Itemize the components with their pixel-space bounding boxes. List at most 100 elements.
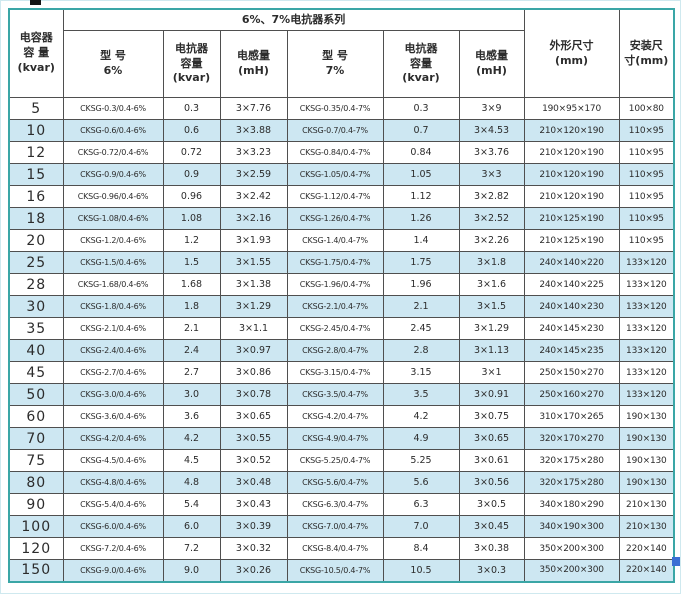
cell-inductance-7: 3×0.61	[458, 449, 525, 472]
table-row: 25 CKSG-1.5/0.4-6% 1.5 3×1.55 CKSG-1.75/0.4-…	[8, 251, 675, 274]
table-row: 45 CKSG-2.7/0.4-6% 2.7 3×0.86 CKSG-3.15/0.4-…	[8, 361, 675, 384]
cell-model-6: CKSG-1.2/0.4-6%	[62, 229, 164, 252]
cell-installation: 110×95	[618, 119, 675, 142]
cell-inductance-7: 3×4.53	[458, 119, 525, 142]
cell-model-6: CKSG-4.2/0.4-6%	[62, 427, 164, 450]
cell-model-7: CKSG-4.9/0.4-7%	[286, 427, 384, 450]
cell-installation: 190×130	[618, 405, 675, 428]
table-row: 40 CKSG-2.4/0.4-6% 2.4 3×0.97 CKSG-2.8/0.4-7…	[8, 339, 675, 362]
cell-capacity: 45	[8, 361, 64, 384]
cell-installation: 110×95	[618, 185, 675, 208]
cell-installation: 133×120	[618, 295, 675, 318]
cell-capacity: 70	[8, 427, 64, 450]
cell-reactor-kvar-7: 10.5	[382, 559, 460, 582]
cell-reactor-kvar-6: 2.7	[162, 361, 221, 384]
table-row: 100 CKSG-6.0/0.4-6% 6.0 3×0.39 CKSG-7.0/0.4-…	[8, 515, 675, 538]
cell-installation: 190×130	[618, 471, 675, 494]
header-dimensions: 外形尺寸 (mm)	[523, 8, 620, 98]
cell-reactor-kvar-7: 1.05	[382, 163, 460, 186]
cell-reactor-kvar-6: 0.72	[162, 141, 221, 164]
cell-capacity: 35	[8, 317, 64, 340]
table-row: 80 CKSG-4.8/0.4-6% 4.8 3×0.48 CKSG-5.6/0.4-7…	[8, 471, 675, 494]
cell-model-7: CKSG-0.35/0.4-7%	[286, 97, 384, 120]
cell-reactor-kvar-6: 1.5	[162, 251, 221, 274]
cell-model-7: CKSG-5.6/0.4-7%	[286, 471, 384, 494]
cell-model-7: CKSG-6.3/0.4-7%	[286, 493, 384, 516]
table-row: 70 CKSG-4.2/0.4-6% 4.2 3×0.55 CKSG-4.9/0.4-7…	[8, 427, 675, 450]
header-reactor-capacity-6: 电抗器 容量 (kvar)	[162, 30, 221, 98]
cell-model-6: CKSG-3.0/0.4-6%	[62, 383, 164, 406]
cell-capacity: 16	[8, 185, 64, 208]
cell-dimensions: 210×120×190	[523, 185, 620, 208]
cell-dimensions: 240×140×225	[523, 273, 620, 296]
cell-inductance-6: 3×0.26	[219, 559, 288, 582]
cell-inductance-7: 3×1.8	[458, 251, 525, 274]
cell-inductance-6: 3×0.65	[219, 405, 288, 428]
header-model-6: 型 号 6%	[62, 30, 164, 98]
cell-reactor-kvar-7: 7.0	[382, 515, 460, 538]
cell-model-7: CKSG-2.1/0.4-7%	[286, 295, 384, 318]
cell-capacity: 120	[8, 537, 64, 560]
cell-inductance-7: 3×0.91	[458, 383, 525, 406]
cell-inductance-6: 3×0.32	[219, 537, 288, 560]
cell-model-6: CKSG-7.2/0.4-6%	[62, 537, 164, 560]
cell-installation: 100×80	[618, 97, 675, 120]
cell-model-7: CKSG-0.84/0.4-7%	[286, 141, 384, 164]
cell-model-7: CKSG-1.12/0.4-7%	[286, 185, 384, 208]
table-body: 5 CKSG-0.3/0.4-6% 0.3 3×7.76 CKSG-0.35/0.4-7…	[8, 97, 675, 582]
cell-model-6: CKSG-2.7/0.4-6%	[62, 361, 164, 384]
cell-dimensions: 210×120×190	[523, 119, 620, 142]
cell-model-6: CKSG-2.4/0.4-6%	[62, 339, 164, 362]
table-row: 50 CKSG-3.0/0.4-6% 3.0 3×0.78 CKSG-3.5/0.4-7…	[8, 383, 675, 406]
cell-inductance-6: 3×1.55	[219, 251, 288, 274]
cell-inductance-7: 3×3	[458, 163, 525, 186]
cell-inductance-6: 3×0.48	[219, 471, 288, 494]
cell-model-6: CKSG-3.6/0.4-6%	[62, 405, 164, 428]
header-capacity: 电容器 容 量 (kvar)	[8, 8, 64, 98]
cell-capacity: 15	[8, 163, 64, 186]
cell-reactor-kvar-7: 1.26	[382, 207, 460, 230]
cell-inductance-6: 3×0.55	[219, 427, 288, 450]
table-row: 60 CKSG-3.6/0.4-6% 3.6 3×0.65 CKSG-4.2/0.4-7…	[8, 405, 675, 428]
cell-installation: 133×120	[618, 273, 675, 296]
table-row: 30 CKSG-1.8/0.4-6% 1.8 3×1.29 CKSG-2.1/0.4-7…	[8, 295, 675, 318]
cell-reactor-kvar-6: 7.2	[162, 537, 221, 560]
cell-model-6: CKSG-6.0/0.4-6%	[62, 515, 164, 538]
cell-model-7: CKSG-1.96/0.4-7%	[286, 273, 384, 296]
cell-installation: 110×95	[618, 207, 675, 230]
cell-inductance-7: 3×2.52	[458, 207, 525, 230]
cell-dimensions: 240×145×230	[523, 317, 620, 340]
table-row: 10 CKSG-0.6/0.4-6% 0.6 3×3.88 CKSG-0.7/0.4-7…	[8, 119, 675, 142]
cell-reactor-kvar-6: 0.6	[162, 119, 221, 142]
table-row: 12 CKSG-0.72/0.4-6% 0.72 3×3.23 CKSG-0.84/0.…	[8, 141, 675, 164]
cell-dimensions: 340×190×300	[523, 515, 620, 538]
cell-reactor-kvar-6: 3.0	[162, 383, 221, 406]
table-row: 35 CKSG-2.1/0.4-6% 2.1 3×1.1 CKSG-2.45/0.4-7…	[8, 317, 675, 340]
cell-model-6: CKSG-4.5/0.4-6%	[62, 449, 164, 472]
cell-capacity: 100	[8, 515, 64, 538]
top-left-artifact-mark	[30, 0, 41, 5]
cell-inductance-6: 3×2.16	[219, 207, 288, 230]
cell-reactor-kvar-7: 1.75	[382, 251, 460, 274]
cell-reactor-kvar-7: 2.45	[382, 317, 460, 340]
table-row: 75 CKSG-4.5/0.4-6% 4.5 3×0.52 CKSG-5.25/0.4-…	[8, 449, 675, 472]
cell-installation: 220×140	[618, 559, 675, 582]
cell-inductance-6: 3×0.52	[219, 449, 288, 472]
cell-model-7: CKSG-7.0/0.4-7%	[286, 515, 384, 538]
cell-capacity: 18	[8, 207, 64, 230]
cell-model-7: CKSG-5.25/0.4-7%	[286, 449, 384, 472]
cell-dimensions: 340×180×290	[523, 493, 620, 516]
table-row: 28 CKSG-1.68/0.4-6% 1.68 3×1.38 CKSG-1.96/0.…	[8, 273, 675, 296]
cell-dimensions: 250×150×270	[523, 361, 620, 384]
cell-model-6: CKSG-5.4/0.4-6%	[62, 493, 164, 516]
cell-dimensions: 210×125×190	[523, 207, 620, 230]
cell-reactor-kvar-6: 0.96	[162, 185, 221, 208]
cell-inductance-6: 3×2.59	[219, 163, 288, 186]
cell-inductance-6: 3×3.88	[219, 119, 288, 142]
cell-inductance-6: 3×0.39	[219, 515, 288, 538]
cell-model-6: CKSG-4.8/0.4-6%	[62, 471, 164, 494]
cell-capacity: 75	[8, 449, 64, 472]
cell-inductance-7: 3×2.82	[458, 185, 525, 208]
cell-inductance-7: 3×3.76	[458, 141, 525, 164]
cell-inductance-6: 3×1.1	[219, 317, 288, 340]
